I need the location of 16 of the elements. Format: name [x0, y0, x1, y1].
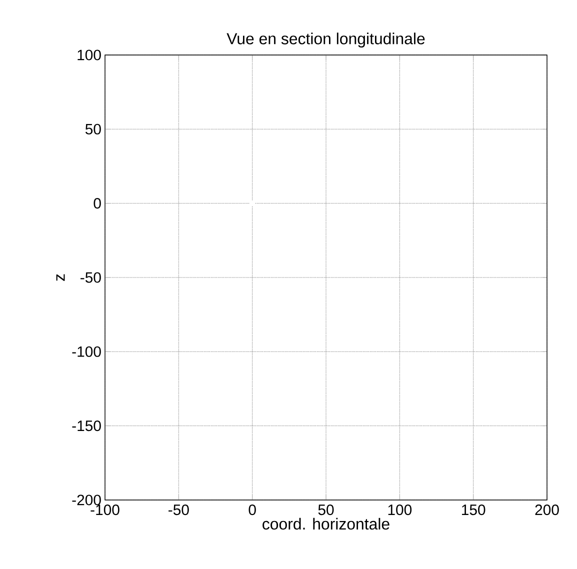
x-tick-label: 100	[388, 504, 412, 516]
x-axis-title: coord. horizontale	[262, 518, 390, 530]
y-tick-label: 50	[85, 124, 101, 134]
y-tick-label: -150	[72, 420, 101, 432]
y-tick-label: -200	[72, 494, 101, 506]
x-tick-label: 200	[535, 504, 559, 516]
y-tick-label: 0	[94, 198, 101, 209]
x-tick-label: 150	[462, 504, 486, 516]
x-tick-label: 0	[248, 504, 256, 516]
y-axis-title: z	[56, 274, 65, 281]
y-tick-label: -100	[72, 346, 101, 357]
x-tick-label: -50	[168, 504, 189, 516]
chart-title: Vue en section longitudinale	[226, 32, 425, 48]
y-tick-label: 100	[78, 50, 101, 60]
x-tick-label: 50	[318, 504, 334, 516]
y-tick-label: -50	[80, 272, 101, 283]
